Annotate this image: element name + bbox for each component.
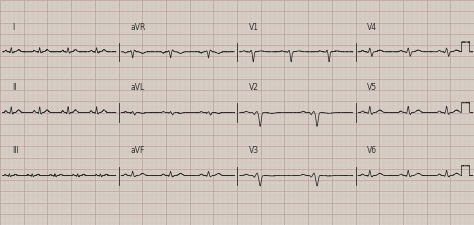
Text: V6: V6	[367, 146, 377, 155]
Text: I: I	[12, 22, 14, 32]
Text: aVL: aVL	[130, 83, 145, 92]
Text: aVF: aVF	[130, 146, 145, 155]
Text: V4: V4	[367, 22, 377, 32]
Text: II: II	[12, 83, 16, 92]
Text: V5: V5	[367, 83, 377, 92]
Text: V3: V3	[249, 146, 259, 155]
Text: V2: V2	[249, 83, 259, 92]
Text: III: III	[12, 146, 18, 155]
Text: V1: V1	[249, 22, 259, 32]
Text: aVR: aVR	[130, 22, 146, 32]
